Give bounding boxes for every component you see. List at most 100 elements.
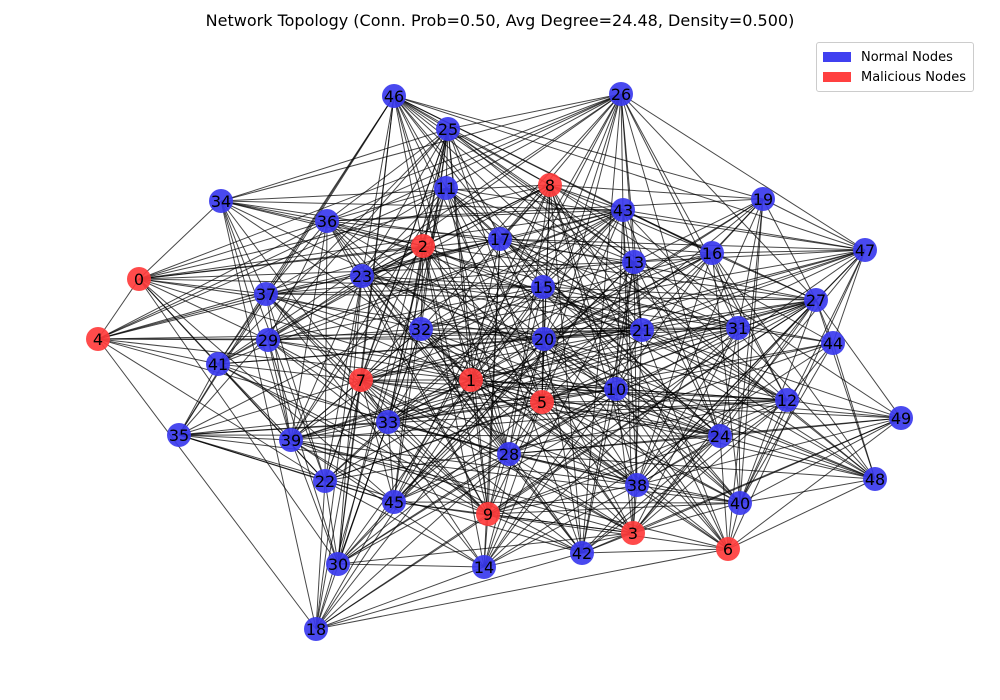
edge-24-48	[719, 435, 876, 480]
edge-6-49	[727, 417, 902, 550]
edge-35-39	[178, 434, 292, 441]
edge-41-46	[217, 95, 395, 365]
legend-swatch-malicious	[823, 72, 851, 82]
edge-1-30	[337, 379, 472, 565]
node-circle-16	[700, 241, 724, 265]
node-circle-28	[497, 442, 521, 466]
edge-19-21	[641, 198, 764, 331]
edge-9-20	[487, 338, 545, 515]
edge-10-36	[326, 220, 617, 390]
edge-4-36	[97, 220, 328, 340]
node-31: 31	[726, 316, 750, 340]
node-0: 0	[127, 267, 151, 291]
node-label-42: 42	[572, 544, 592, 563]
edge-38-49	[636, 417, 902, 486]
edge-4-18	[97, 338, 317, 630]
edge-7-18	[315, 379, 362, 630]
edge-33-37	[265, 293, 389, 423]
edge-3-24	[632, 435, 721, 534]
node-17: 17	[488, 227, 512, 251]
edge-27-49	[815, 299, 902, 419]
node-circle-8	[538, 173, 562, 197]
node-circle-41	[206, 352, 230, 376]
edge-22-36	[324, 220, 328, 482]
edge-40-47	[739, 249, 866, 504]
edge-6-42	[581, 548, 729, 554]
edge-8-43	[549, 184, 624, 211]
edge-24-35	[178, 434, 721, 437]
node-label-17: 17	[490, 230, 510, 249]
chart-title: Network Topology (Conn. Prob=0.50, Avg D…	[205, 11, 795, 30]
edge-18-22	[315, 480, 326, 630]
node-label-11: 11	[436, 179, 456, 198]
edge-10-24	[615, 388, 721, 437]
edge-21-41	[217, 329, 643, 365]
node-29: 29	[256, 328, 280, 352]
edge-10-40	[615, 388, 741, 504]
edge-9-33	[387, 421, 489, 515]
edge-35-45	[178, 434, 395, 503]
edge-20-47	[543, 249, 866, 340]
edge-26-41	[217, 93, 622, 365]
edge-7-16	[360, 252, 713, 381]
edge-15-48	[542, 286, 876, 480]
node-9: 9	[476, 502, 500, 526]
edge-10-30	[337, 388, 617, 565]
edge-27-42	[581, 299, 817, 554]
node-16: 16	[700, 241, 724, 265]
edge-8-46	[393, 95, 551, 186]
edge-26-47	[620, 93, 866, 251]
node-label-27: 27	[806, 291, 826, 310]
edge-15-26	[542, 93, 622, 288]
edge-26-34	[220, 93, 622, 202]
node-circle-46	[382, 84, 406, 108]
node-label-19: 19	[753, 190, 773, 209]
edge-38-47	[636, 249, 866, 486]
edge-22-33	[324, 421, 389, 482]
edge-13-45	[393, 261, 635, 503]
edge-3-10	[615, 388, 634, 534]
edge-1-17	[470, 238, 501, 381]
node-label-23: 23	[352, 267, 372, 286]
edge-37-39	[265, 293, 292, 441]
edge-3-5	[541, 401, 634, 534]
node-circle-49	[889, 406, 913, 430]
node-49: 49	[889, 406, 913, 430]
edge-13-16	[633, 252, 713, 263]
edge-17-37	[265, 238, 501, 295]
edge-6-10	[615, 388, 729, 550]
edge-40-46	[393, 95, 741, 504]
edge-3-14	[483, 532, 634, 568]
node-label-40: 40	[730, 494, 750, 513]
edge-21-36	[326, 220, 643, 331]
node-label-32: 32	[411, 320, 431, 339]
node-circle-45	[382, 490, 406, 514]
edge-16-17	[499, 238, 713, 254]
edge-32-40	[420, 328, 741, 504]
node-label-8: 8	[545, 176, 555, 195]
edge-32-33	[387, 328, 422, 423]
edge-22-41	[217, 363, 326, 482]
edge-25-30	[337, 128, 449, 565]
node-label-38: 38	[627, 476, 647, 495]
edge-28-45	[393, 453, 510, 503]
node-circle-1	[459, 368, 483, 392]
node-44: 44	[821, 331, 845, 355]
edge-7-42	[360, 379, 583, 554]
edge-31-44	[737, 327, 834, 344]
edge-46-47	[393, 95, 866, 251]
edge-34-39	[220, 200, 292, 441]
node-28: 28	[497, 442, 521, 466]
edge-17-21	[499, 238, 643, 331]
node-circle-24	[708, 424, 732, 448]
edge-29-30	[267, 339, 339, 565]
node-circle-38	[625, 473, 649, 497]
node-label-3: 3	[628, 524, 638, 543]
edge-13-15	[542, 261, 635, 288]
node-label-43: 43	[613, 201, 633, 220]
edge-33-35	[178, 421, 389, 436]
edge-0-4	[97, 278, 140, 340]
edge-10-27	[615, 299, 817, 390]
edge-32-43	[420, 209, 624, 330]
edge-12-42	[581, 399, 788, 554]
